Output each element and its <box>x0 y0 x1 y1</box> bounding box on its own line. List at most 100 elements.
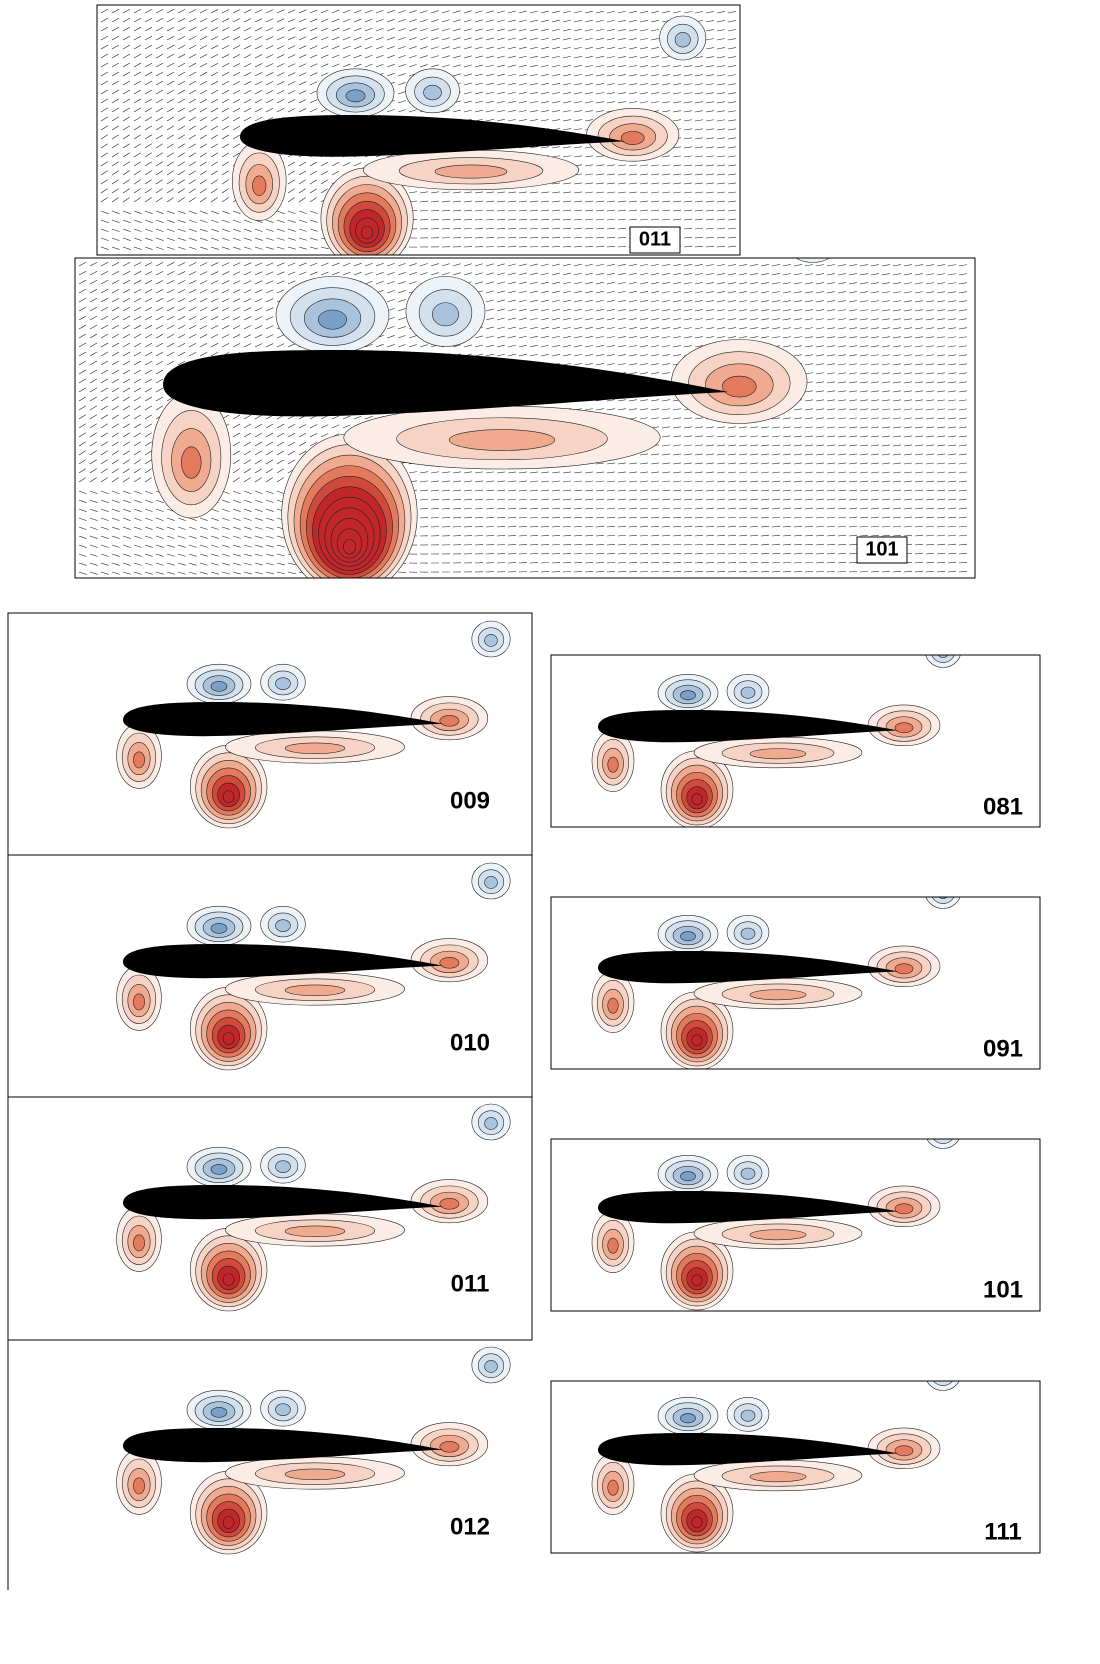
velocity-vector <box>145 189 152 193</box>
velocity-vector <box>365 10 372 13</box>
velocity-vector <box>706 309 714 311</box>
velocity-vector <box>233 469 240 473</box>
velocity-vector <box>585 165 593 166</box>
velocity-vector <box>893 301 901 302</box>
velocity-vector <box>651 20 659 22</box>
velocity-vector <box>695 129 703 130</box>
velocity-vector <box>134 527 142 530</box>
velocity-vector <box>629 571 637 572</box>
velocity-vector <box>607 535 615 536</box>
velocity-vector <box>761 282 769 284</box>
velocity-vector <box>805 391 813 392</box>
velocity-vector <box>640 327 648 329</box>
velocity-vector <box>475 526 483 527</box>
velocity-vector <box>200 280 207 284</box>
velocity-vector <box>860 346 868 347</box>
velocity-vector <box>684 129 692 130</box>
velocity-vector <box>508 508 516 509</box>
velocity-vector <box>90 397 97 401</box>
velocity-vector <box>662 463 670 464</box>
velocity-vector <box>574 228 582 229</box>
velocity-vector <box>585 65 593 67</box>
velocity-vector <box>629 336 637 338</box>
velocity-vector <box>101 81 108 85</box>
velocity-vector <box>772 472 780 473</box>
velocity-vector <box>90 379 97 383</box>
velocity-vector <box>145 352 152 356</box>
velocity-vector <box>629 291 637 293</box>
velocity-vector <box>288 28 295 31</box>
velocity-vector <box>926 373 934 374</box>
velocity-vector <box>728 499 736 500</box>
velocity-vector <box>167 572 175 574</box>
velocity-vector <box>618 210 626 211</box>
velocity-vector <box>79 325 86 329</box>
velocity-vector <box>211 298 218 302</box>
velocity-vector <box>530 228 538 229</box>
velocity-vector <box>321 247 329 249</box>
velocity-vector <box>651 93 659 94</box>
velocity-vector <box>200 263 207 266</box>
velocity-vector <box>717 264 725 266</box>
velocity-vector <box>101 238 109 241</box>
velocity-vector <box>123 406 130 410</box>
velocity-vector <box>695 93 703 94</box>
velocity-vector <box>871 517 879 518</box>
velocity-vector <box>728 310 736 311</box>
velocity-vector <box>662 201 670 202</box>
velocity-vector <box>728 246 736 247</box>
velocity-vector <box>332 416 339 419</box>
velocity-vector <box>629 463 637 464</box>
contour <box>750 1472 806 1482</box>
velocity-vector <box>475 472 483 473</box>
velocity-vector <box>387 272 395 275</box>
velocity-vector <box>706 129 714 130</box>
velocity-vector <box>101 18 108 22</box>
velocity-vector <box>519 47 527 49</box>
velocity-vector <box>618 472 626 473</box>
velocity-vector <box>948 508 956 509</box>
velocity-vector <box>717 328 725 329</box>
velocity-vector <box>200 171 207 175</box>
velocity-vector <box>519 264 527 266</box>
velocity-vector <box>255 500 263 503</box>
velocity-vector <box>200 81 207 85</box>
velocity-vector <box>563 246 571 247</box>
velocity-vector <box>541 508 549 509</box>
velocity-vector <box>266 220 274 223</box>
velocity-vector <box>178 271 185 275</box>
velocity-vector <box>244 536 252 538</box>
velocity-vector <box>585 228 593 229</box>
velocity-vector <box>827 310 835 311</box>
velocity-vector <box>651 544 659 545</box>
velocity-vector <box>134 126 141 130</box>
velocity-vector <box>233 238 241 240</box>
velocity-vector <box>574 47 582 49</box>
velocity-vector <box>167 126 174 130</box>
velocity-vector <box>200 307 207 311</box>
velocity-vector <box>519 508 527 509</box>
velocity-vector <box>519 74 527 76</box>
velocity-vector <box>607 481 615 482</box>
velocity-vector <box>156 352 163 356</box>
velocity-vector <box>673 66 681 67</box>
velocity-vector <box>706 328 714 329</box>
velocity-vector <box>695 264 703 266</box>
panel: 012 <box>8 1340 532 1590</box>
velocity-vector <box>475 38 483 40</box>
velocity-vector <box>123 379 130 383</box>
velocity-vector <box>849 265 857 266</box>
velocity-vector <box>541 147 549 148</box>
velocity-vector <box>915 355 923 356</box>
airfoil <box>163 350 728 417</box>
velocity-vector <box>651 183 659 184</box>
velocity-vector <box>849 454 857 455</box>
velocity-vector <box>552 228 560 229</box>
velocity-vector <box>321 171 328 175</box>
velocity-vector <box>497 11 505 13</box>
velocity-vector <box>541 219 549 220</box>
velocity-vector <box>816 481 824 482</box>
velocity-vector <box>739 273 747 275</box>
velocity-vector <box>145 361 152 365</box>
velocity-vector <box>607 354 615 356</box>
